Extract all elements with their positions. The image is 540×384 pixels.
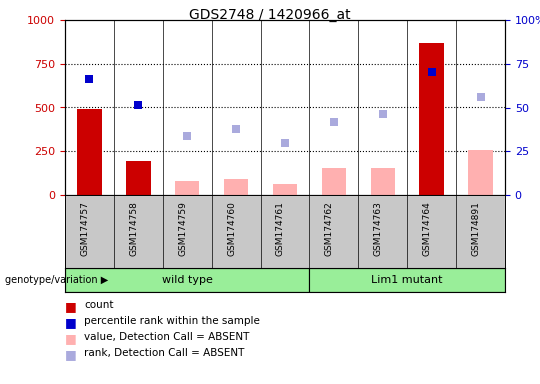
Text: GDS2748 / 1420966_at: GDS2748 / 1420966_at <box>189 8 351 22</box>
Text: ■: ■ <box>65 300 77 313</box>
Bar <box>65 268 309 292</box>
Text: GSM174760: GSM174760 <box>227 201 236 256</box>
Bar <box>126 161 151 195</box>
Text: ■: ■ <box>65 316 77 329</box>
Bar <box>309 268 505 292</box>
Bar <box>77 109 102 195</box>
Bar <box>468 151 493 195</box>
Text: rank, Detection Call = ABSENT: rank, Detection Call = ABSENT <box>84 348 244 358</box>
Bar <box>224 179 248 195</box>
Bar <box>420 43 444 195</box>
Bar <box>322 168 346 195</box>
Text: count: count <box>84 300 113 310</box>
Text: GSM174759: GSM174759 <box>178 201 187 256</box>
Text: wild type: wild type <box>162 275 213 285</box>
Text: Lim1 mutant: Lim1 mutant <box>372 275 443 285</box>
Text: GSM174891: GSM174891 <box>471 201 481 256</box>
Text: GSM174762: GSM174762 <box>325 201 334 256</box>
Text: GSM174763: GSM174763 <box>374 201 383 256</box>
Text: GSM174758: GSM174758 <box>130 201 138 256</box>
Text: ■: ■ <box>65 348 77 361</box>
Bar <box>273 184 297 195</box>
Text: genotype/variation ▶: genotype/variation ▶ <box>5 275 109 285</box>
Text: ■: ■ <box>65 332 77 345</box>
Text: GSM174761: GSM174761 <box>276 201 285 256</box>
Text: value, Detection Call = ABSENT: value, Detection Call = ABSENT <box>84 332 249 342</box>
Text: GSM174764: GSM174764 <box>423 201 431 256</box>
Text: percentile rank within the sample: percentile rank within the sample <box>84 316 260 326</box>
Text: GSM174757: GSM174757 <box>80 201 90 256</box>
Bar <box>175 181 199 195</box>
Bar <box>370 168 395 195</box>
